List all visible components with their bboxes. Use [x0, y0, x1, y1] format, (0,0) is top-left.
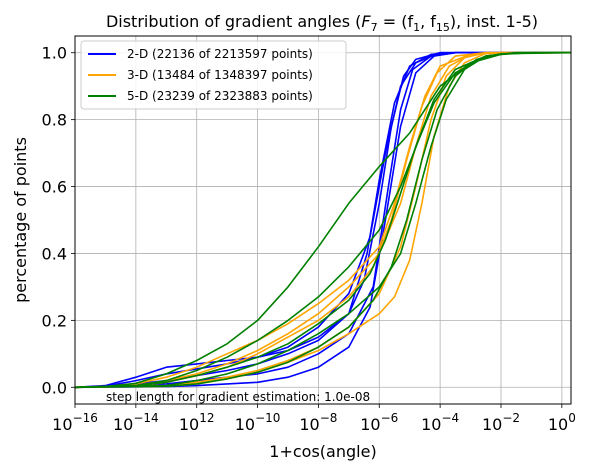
series-line-5 — [74, 51, 571, 389]
series-line-12 — [74, 51, 571, 389]
legend-label-2d: 2-D (22136 of 2213597 points) — [127, 47, 313, 61]
y-tick-label: 0.6 — [42, 178, 67, 197]
plot-frame — [74, 35, 572, 405]
y-tick-label: 0.0 — [42, 378, 67, 397]
series-line-4 — [74, 51, 571, 389]
x-tick-label: 10−6 — [360, 411, 398, 434]
series-line-14 — [74, 51, 571, 389]
series-line-6 — [74, 51, 571, 389]
x-tick-label: 10−14 — [113, 411, 159, 434]
y-tick-label: 0.2 — [42, 311, 67, 330]
x-tick-label: 100 — [548, 411, 576, 434]
y-tick-label: 1.0 — [42, 44, 67, 63]
step-length-annotation: step length for gradient estimation: 1.0… — [106, 390, 370, 404]
series-lines — [74, 51, 572, 389]
x-tick-label: 10−16 — [52, 411, 98, 434]
chart-title: Distribution of gradient angles (F7 = (f… — [106, 12, 538, 34]
x-tick-label: 10−10 — [235, 411, 281, 434]
x-tick-label: 1012 — [179, 411, 215, 434]
series-line-13 — [74, 51, 572, 389]
y-axis-label: percentage of points — [11, 137, 30, 303]
x-axis-ticks: 10−16 10−14 1012 10−10 10−8 10−6 10−4 10−2 100 — [52, 404, 576, 434]
series-line-1 — [74, 51, 571, 389]
y-tick-label: 0.4 — [42, 244, 67, 263]
x-tick-label: 10−2 — [482, 411, 520, 434]
x-axis-label: 1+cos(angle) — [269, 442, 376, 461]
x-tick-label: 10−4 — [421, 411, 459, 434]
x-tick-label: 10−8 — [299, 411, 337, 434]
series-line-3 — [74, 51, 571, 389]
legend-label-3d: 3-D (13484 of 1348397 points) — [127, 68, 313, 82]
legend: 2-D (22136 of 2213597 points) 3-D (13484… — [80, 40, 347, 110]
y-axis-ticks: 0.0 0.2 0.4 0.6 0.8 1.0 — [42, 44, 75, 397]
legend-label-5d: 5-D (23239 of 2323883 points) — [127, 89, 313, 103]
y-tick-label: 0.8 — [42, 111, 67, 130]
legend-box — [80, 40, 347, 110]
series-line-2 — [74, 51, 571, 389]
series-line-0 — [74, 51, 571, 389]
